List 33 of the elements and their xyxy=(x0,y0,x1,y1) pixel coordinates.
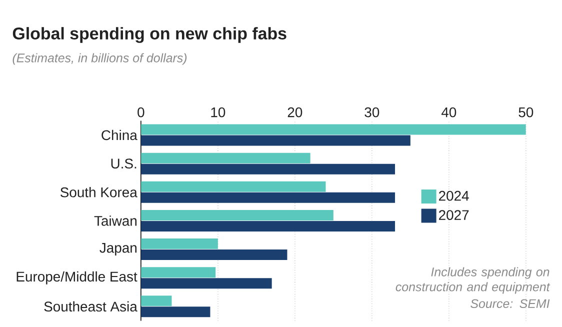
bar xyxy=(140,181,326,192)
bar xyxy=(140,238,218,250)
y-tick-label: China xyxy=(102,130,138,140)
annotation: Includes spending on construction and equipment xyxy=(396,267,550,294)
y-tick-label: Taiwan xyxy=(94,216,136,226)
y-tick-label: U.S. xyxy=(111,158,136,169)
x-tick-label: 30 xyxy=(364,107,380,118)
bar xyxy=(140,135,410,146)
x-tick-label: 20 xyxy=(288,107,302,118)
x-tick-label: 50 xyxy=(518,107,534,118)
bar xyxy=(140,192,396,203)
x-tick-label: 10 xyxy=(211,107,226,118)
chart-title: Global spending on new chip fabs xyxy=(12,27,286,43)
bar xyxy=(140,267,216,278)
x-tick-label: 0 xyxy=(138,107,144,118)
y-tick-label: South Korea xyxy=(60,187,138,198)
bar xyxy=(140,296,172,306)
bar xyxy=(140,220,396,232)
y-tick-label: Southeast Asia xyxy=(44,301,138,312)
bar xyxy=(140,152,310,164)
bar xyxy=(140,124,526,135)
legend-label: 2024 xyxy=(438,190,469,201)
y-tick-label: Europe/Middle East xyxy=(16,271,138,284)
y-tick-label: Japan xyxy=(100,243,136,256)
bar xyxy=(140,306,210,318)
x-tick-label: 40 xyxy=(441,107,456,118)
bar xyxy=(140,210,334,220)
bar xyxy=(140,164,396,174)
legend-label: 2027 xyxy=(438,210,469,220)
bar xyxy=(140,278,272,289)
annotation: Source: SEMI xyxy=(470,299,550,308)
chart-subtitle: (Estimates, in billions of dollars) xyxy=(12,53,187,65)
bar xyxy=(140,250,288,260)
